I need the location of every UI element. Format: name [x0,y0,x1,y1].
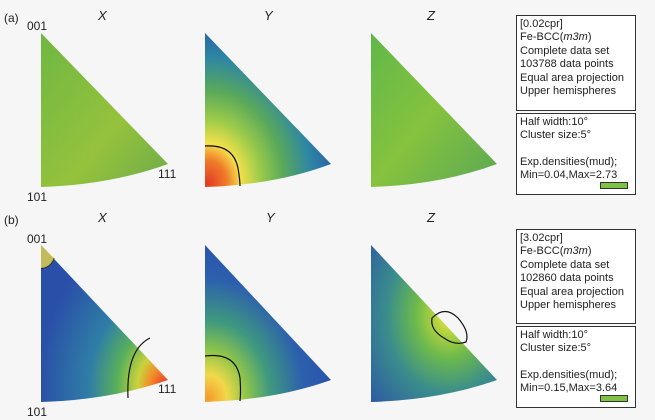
info-line: Equal area projection [520,71,624,84]
params-box-a: Half width:10° Cluster size:5° Exp.densi… [516,113,636,195]
info-line: Fe-BCC(m3m) [520,245,592,258]
corner-label-101: 101 [27,190,48,204]
axis-label-y: Y [264,8,273,23]
info-line: Equal area projection [520,285,624,298]
axis-label-z: Z [427,210,435,225]
info-line: Complete data set [520,44,610,57]
pole-figure-a-x [41,33,168,187]
pole-figure-b-y [204,245,331,402]
param-line: Half width:10° [520,116,588,128]
axis-label-x: X [98,210,107,225]
pole-figure-a-z [371,33,497,187]
color-swatch [600,182,628,189]
param-line: Min=0.15,Max=3.64 [520,382,618,395]
axis-label-y: Y [266,210,275,225]
info-line: 102860 data points [520,272,614,285]
axis-label-z: Z [427,8,435,23]
corner-label-001: 001 [27,232,48,246]
axis-label-x: X [98,8,107,23]
info-box-b: [3.02cpr] Fe-BCC(m3m) Complete data set … [516,229,636,324]
corner-label-101: 101 [27,405,48,419]
param-line: Half width:10° [520,329,588,341]
info-line: Upper hemispheres [520,299,616,312]
corner-label-111: 111 [158,382,177,396]
contour-line [431,310,468,344]
contour-line [204,145,241,187]
param-line: Cluster size:5° [520,129,592,142]
panel-tag-b: (b) [4,213,19,227]
info-line: [0.02cpr] [520,18,563,30]
info-box-a: [0.02cpr] Fe-BCC(m3m) Complete data set … [516,15,636,111]
info-line: [3.02cpr] [520,232,563,244]
param-line: Exp.densities(mud); [520,155,618,168]
contour-line [127,337,151,399]
pole-figure-b-x [40,245,168,402]
param-line: Exp.densities(mud); [520,368,618,381]
param-line: Cluster size:5° [520,342,592,355]
param-line: Min=0.04,Max=2.73 [520,169,618,182]
corner-label-111: 111 [158,167,177,181]
panel-tag-a: (a) [4,11,19,25]
pole-figure-a-y [204,33,331,187]
info-line: Upper hemispheres [520,85,616,98]
contour-line [204,354,242,402]
color-swatch [600,395,628,402]
pole-figure-b-z [371,245,497,402]
info-line: 103788 data points [520,58,614,71]
params-box-b: Half width:10° Cluster size:5° Exp.densi… [516,326,636,408]
info-line: Complete data set [520,258,610,271]
corner-label-001: 001 [27,19,48,33]
info-line: Fe-BCC(m3m) [520,31,592,44]
